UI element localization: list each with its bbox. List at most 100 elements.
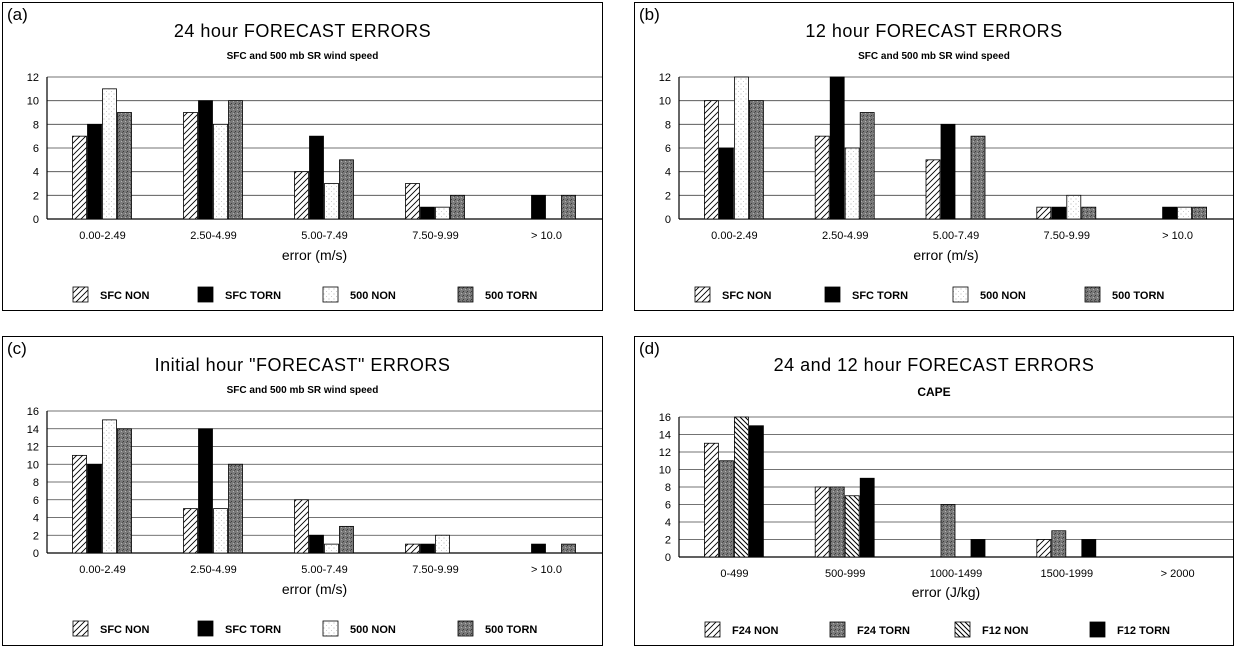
legend-swatch [197,620,214,637]
x-tick-label: > 10.0 [531,230,562,242]
bar [87,123,102,220]
x-tick-label: 0.00-2.49 [79,564,125,576]
bar [1081,206,1097,220]
y-tick-label: 0 [665,214,671,226]
chart-subtitle: SFC and 500 mb SR wind speed [226,385,379,396]
bar [925,159,941,220]
legend-label: SFC NON [100,290,150,302]
legend-label: F12 NON [982,625,1029,637]
bar [324,183,339,220]
bar [970,135,986,220]
legend-label: 500 NON [350,624,396,636]
y-tick-label: 14 [659,430,671,442]
y-tick-label: 12 [659,447,671,459]
legend-swatch [829,621,846,638]
legend-swatch [694,286,711,303]
bar [339,159,354,220]
bar [704,100,719,220]
legend-label: F24 TORN [857,625,910,637]
bar-chart-d: 0 2 4 6 8 10 12 14 16 0-499 500-999 1000-1499 1500-1… [659,412,1233,638]
legend-swatch [322,286,339,303]
y-tick-label: 4 [665,167,671,179]
y-tick-label: 10 [27,96,39,108]
bar [1051,206,1067,220]
bar [1162,206,1177,220]
y-tick-label: 10 [659,465,671,477]
bar [940,123,956,220]
legend-swatch [72,286,89,303]
x-tick-label: 2.50-4.99 [190,230,236,242]
legend-label: SFC NON [722,290,772,302]
bar [87,463,102,554]
y-tick-label: 2 [33,190,39,202]
x-axis-label: error (m/s) [913,247,978,263]
x-tick-label: 0.00-2.49 [79,230,125,242]
y-tick-label: 2 [33,530,39,542]
x-tick-label: 500-999 [825,568,865,580]
bar [531,194,546,220]
chart-panel-c: (c) Initial hour "FORECAST" ERRORS SFC a… [2,336,603,646]
bar [339,525,354,554]
bar [1036,539,1052,558]
chart-subtitle: SFC and 500 mb SR wind speed [858,51,1010,62]
legend-label: 500 TORN [485,290,537,302]
chart-panel-b: (b) 12 hour FORECAST ERRORS SFC and 500 … [634,2,1234,311]
bar [117,428,132,554]
chart-title: 12 hour FORECAST ERRORS [805,21,1063,41]
x-tick-label: 5.00-7.49 [301,230,347,242]
x-axis-label: error (J/kg) [912,584,980,600]
chart-subtitle: SFC and 500 mb SR wind speed [226,51,379,62]
bar [183,508,198,554]
y-tick-label: 10 [659,96,671,108]
y-tick-label: 4 [33,167,39,179]
bar [829,486,845,558]
bar [561,543,576,554]
bar [970,539,986,558]
legend-swatch [322,620,339,637]
bar [324,543,339,554]
bar-chart-b: 0 2 4 6 8 10 12 0.00-2.49 2.50-4.99 5.00-7.49 7.50… [659,72,1233,303]
bar-chart-c: 0 2 4 6 8 10 12 14 16 0.00-2.49 2.50-4.99 5.00-7.49… [27,406,602,637]
x-tick-label: 7.50-9.99 [412,230,458,242]
x-axis-label: error (m/s) [282,581,347,597]
y-tick-label: 6 [33,143,39,155]
bar [213,508,228,554]
x-tick-label: 2.50-4.99 [190,564,236,576]
bar [213,123,228,220]
x-axis-label: error (m/s) [282,247,347,263]
y-tick-label: 2 [665,535,671,547]
bar [814,135,830,220]
bar [749,100,764,220]
y-tick-label: 12 [27,72,39,84]
y-tick-label: 10 [27,459,39,471]
y-tick-label: 6 [33,495,39,507]
y-tick-label: 6 [665,500,671,512]
legend-swatch [952,286,969,303]
legend-label: 500 TORN [1112,290,1164,302]
chart-title: Initial hour "FORECAST" ERRORS [154,355,451,375]
bar [72,135,87,220]
panel-label: (a) [7,5,28,24]
legend-swatch [72,620,89,637]
y-tick-label: 8 [33,119,39,131]
legend-label: SFC TORN [225,624,281,636]
bar [1192,206,1207,220]
bar [704,442,719,558]
bar [859,112,875,220]
bar [435,206,450,220]
x-tick-label: 7.50-9.99 [1044,230,1090,242]
legend-swatch [824,286,841,303]
legend-swatch [954,621,971,638]
bar [309,534,324,554]
x-tick-label: 0-499 [720,568,748,580]
bar [844,495,860,558]
panel-label: (d) [639,339,660,358]
bar [734,76,749,220]
legend-swatch [457,286,474,303]
bar [1177,206,1192,220]
chart-panel-a: (a) 24 hour FORECAST ERRORS SFC and 500 … [2,2,603,311]
bar [102,88,117,220]
x-tick-label: 5.00-7.49 [933,230,979,242]
bar [309,135,324,220]
chart-title: 24 hour FORECAST ERRORS [173,21,432,41]
